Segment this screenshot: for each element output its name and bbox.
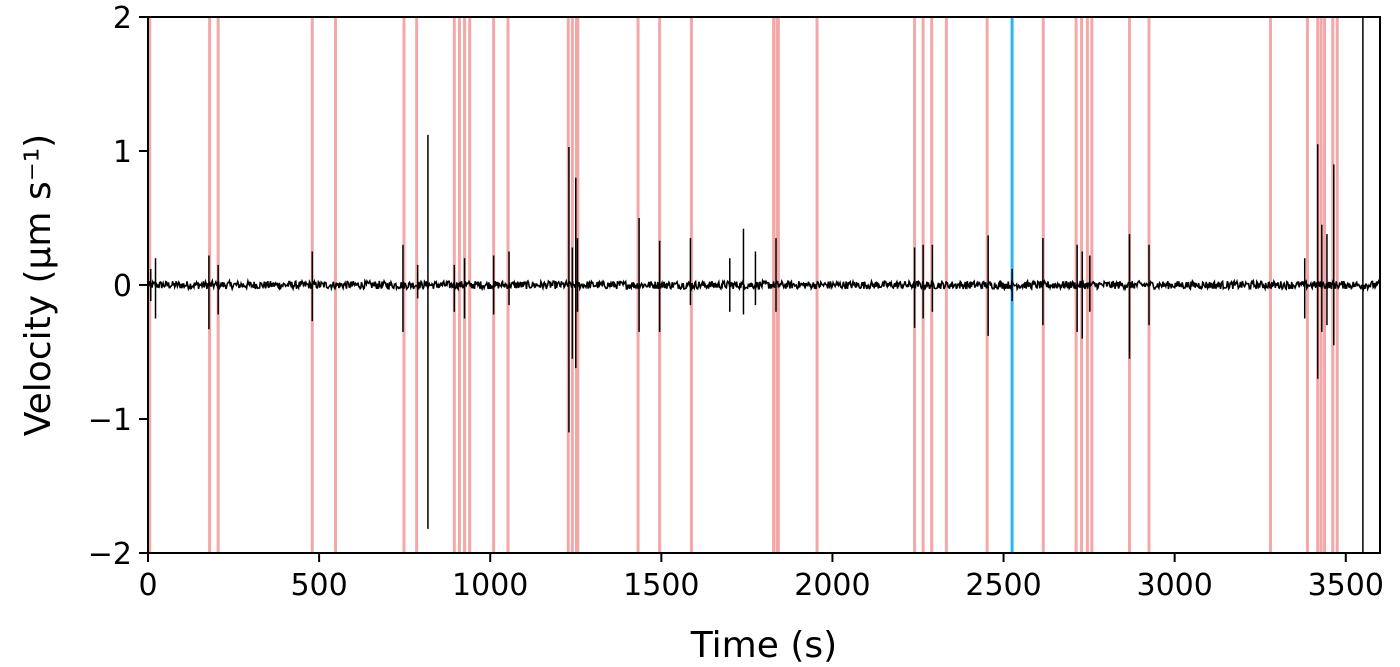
y-tick-label: −2	[88, 537, 132, 572]
y-tick-label: 1	[113, 135, 132, 170]
y-tick-label: 0	[113, 269, 132, 304]
y-axis-label: Velocity (μm s⁻¹)	[18, 134, 59, 436]
x-axis-label: Time (s)	[690, 625, 837, 666]
x-tick-label: 1000	[452, 568, 528, 603]
y-tick-label: −1	[88, 403, 132, 438]
y-tick-label: 2	[113, 1, 132, 36]
velocity-baseline	[147, 277, 1381, 292]
velocity-trace	[147, 17, 1381, 553]
x-tick-label: 2500	[965, 568, 1041, 603]
x-tick-label: 1500	[623, 568, 699, 603]
axis-ticks: 0 500 1000 1500 2000 2500 3000 3500 −2 −1 0 1 2	[88, 1, 1384, 603]
x-tick-label: 500	[290, 568, 347, 603]
x-tick-label: 2000	[794, 568, 870, 603]
x-tick-label: 3000	[1136, 568, 1212, 603]
x-tick-label: 3500	[1308, 568, 1384, 603]
x-tick-label: 0	[138, 568, 157, 603]
